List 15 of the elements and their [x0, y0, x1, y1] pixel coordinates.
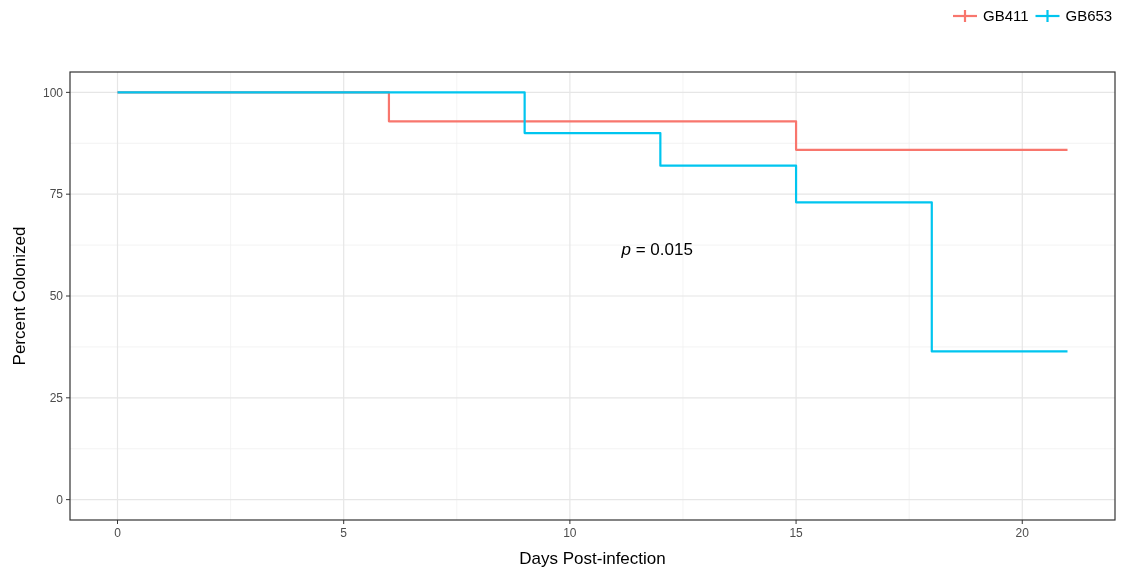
x-tick-label: 10: [563, 526, 577, 540]
y-tick-label: 0: [56, 492, 64, 507]
x-tick-label: 20: [1015, 526, 1030, 540]
legend-label: GB411: [983, 7, 1029, 25]
y-tick-label: 75: [49, 187, 64, 202]
legend-label: GB653: [1065, 7, 1113, 25]
x-tick-label: 5: [340, 526, 348, 540]
x-axis-title: Days Post-infection: [519, 549, 666, 568]
x-tick-label: 0: [114, 526, 122, 540]
y-tick-label: 25: [49, 391, 64, 406]
annotation: p = 0.015: [620, 240, 693, 260]
x-tick-label: 15: [789, 526, 804, 540]
y-axis-title: Percent Colonized: [10, 226, 29, 366]
y-tick-label: 100: [42, 85, 64, 100]
y-tick-label: 50: [49, 289, 64, 304]
